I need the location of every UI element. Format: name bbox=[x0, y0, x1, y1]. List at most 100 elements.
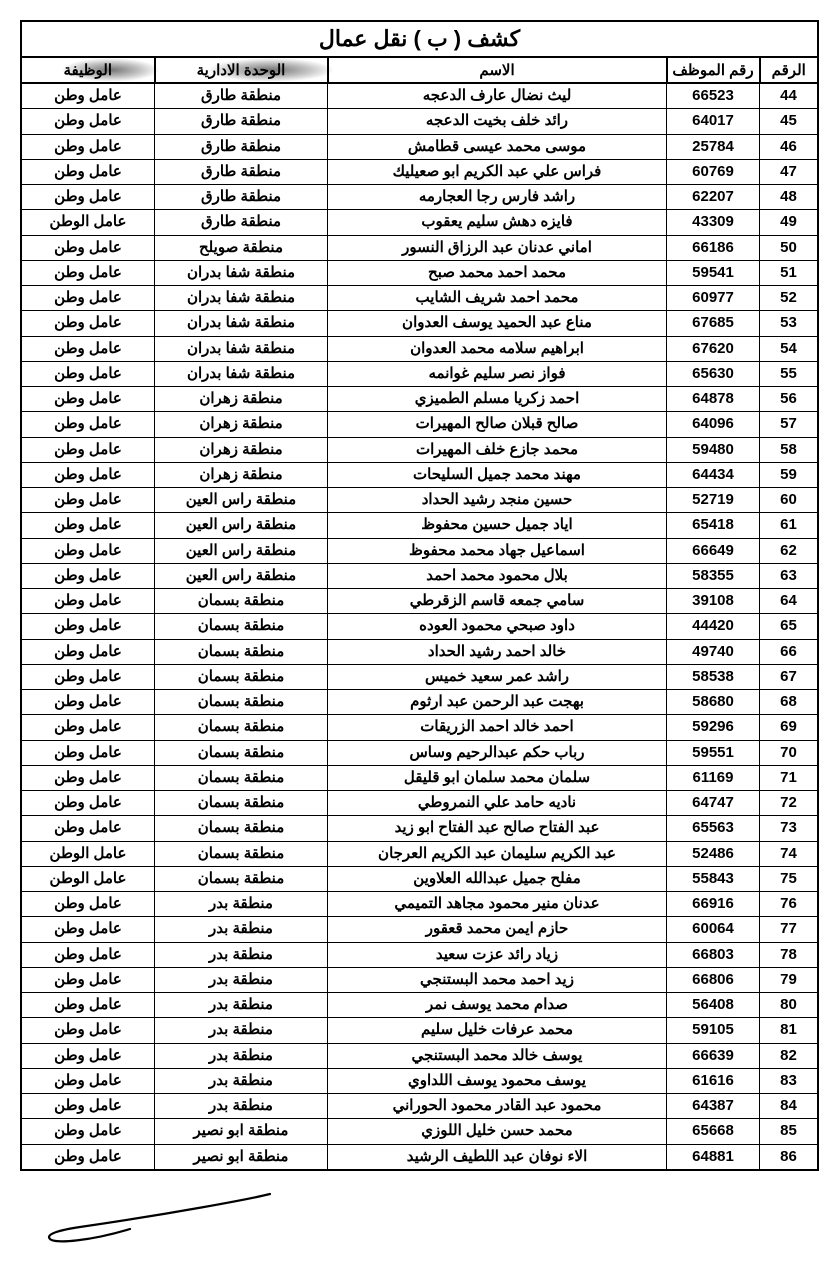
cell-index: 47 bbox=[760, 159, 819, 184]
cell-unit: منطقة بسمان bbox=[155, 589, 328, 614]
cell-employee: 66916 bbox=[667, 892, 760, 917]
table-row: 6266649اسماعيل جهاد محمد محفوظمنطقة راس … bbox=[21, 538, 818, 563]
cell-name: يوسف محمود يوسف اللداوي bbox=[328, 1068, 667, 1093]
cell-job: عامل وطن bbox=[21, 942, 155, 967]
cell-index: 79 bbox=[760, 967, 819, 992]
cell-index: 70 bbox=[760, 740, 819, 765]
cell-index: 77 bbox=[760, 917, 819, 942]
cell-index: 85 bbox=[760, 1119, 819, 1144]
cell-job: عامل وطن bbox=[21, 412, 155, 437]
table-row: 5764096صالح قبلان صالح المهيراتمنطقة زهر… bbox=[21, 412, 818, 437]
table-row: 7264747ناديه حامد علي النمروطيمنطقة بسما… bbox=[21, 791, 818, 816]
cell-unit: منطقة طارق bbox=[155, 185, 328, 210]
cell-employee: 59105 bbox=[667, 1018, 760, 1043]
cell-employee: 66186 bbox=[667, 235, 760, 260]
table-row: 8464387محمود عبد القادر محمود الحورانيمن… bbox=[21, 1094, 818, 1119]
cell-index: 65 bbox=[760, 614, 819, 639]
cell-name: ابراهيم سلامه محمد العدوان bbox=[328, 336, 667, 361]
cell-job: عامل وطن bbox=[21, 967, 155, 992]
cell-employee: 55843 bbox=[667, 866, 760, 891]
cell-unit: منطقة ابو نصير bbox=[155, 1144, 328, 1170]
table-row: 6165418اياد جميل حسين محفوظمنطقة راس الع… bbox=[21, 513, 818, 538]
cell-index: 69 bbox=[760, 715, 819, 740]
cell-employee: 64747 bbox=[667, 791, 760, 816]
cell-unit: منطقة بسمان bbox=[155, 690, 328, 715]
cell-unit: منطقة زهران bbox=[155, 462, 328, 487]
cell-name: فايزه دهش سليم يعقوب bbox=[328, 210, 667, 235]
cell-name: اسماعيل جهاد محمد محفوظ bbox=[328, 538, 667, 563]
cell-employee: 56408 bbox=[667, 993, 760, 1018]
cell-unit: منطقة زهران bbox=[155, 412, 328, 437]
cell-job: عامل وطن bbox=[21, 185, 155, 210]
cell-unit: منطقة صويلح bbox=[155, 235, 328, 260]
table-row: 6358355بلال محمود محمد احمدمنطقة راس الع… bbox=[21, 563, 818, 588]
cell-name: سامي جمعه قاسم الزقرطي bbox=[328, 589, 667, 614]
table-row: 5467620ابراهيم سلامه محمد العدوانمنطقة ش… bbox=[21, 336, 818, 361]
signature-icon bbox=[20, 1189, 280, 1259]
cell-name: فراس علي عبد الكريم ابو صعيليك bbox=[328, 159, 667, 184]
cell-index: 56 bbox=[760, 387, 819, 412]
table-row: 5664878احمد زكريا مسلم الطميزيمنطقة زهرا… bbox=[21, 387, 818, 412]
cell-employee: 52719 bbox=[667, 488, 760, 513]
cell-name: حسين منجد رشيد الحداد bbox=[328, 488, 667, 513]
table-row: 5367685مناع عبد الحميد يوسف العدوانمنطقة… bbox=[21, 311, 818, 336]
cell-job: عامل وطن bbox=[21, 513, 155, 538]
cell-unit: منطقة بدر bbox=[155, 1018, 328, 1043]
cell-unit: منطقة طارق bbox=[155, 159, 328, 184]
cell-unit: منطقة بدر bbox=[155, 942, 328, 967]
cell-index: 55 bbox=[760, 361, 819, 386]
cell-name: ليث نضال عارف الدعجه bbox=[328, 83, 667, 109]
cell-unit: منطقة بسمان bbox=[155, 765, 328, 790]
cell-index: 52 bbox=[760, 286, 819, 311]
cell-index: 44 bbox=[760, 83, 819, 109]
cell-employee: 43309 bbox=[667, 210, 760, 235]
cell-job: عامل وطن bbox=[21, 563, 155, 588]
col-header-name: الاسم bbox=[328, 57, 667, 83]
table-row: 7760064حازم ايمن محمد قعقورمنطقة بدرعامل… bbox=[21, 917, 818, 942]
cell-employee: 49740 bbox=[667, 639, 760, 664]
cell-name: بلال محمود محمد احمد bbox=[328, 563, 667, 588]
cell-name: رباب حكم عبدالرحيم وساس bbox=[328, 740, 667, 765]
cell-employee: 39108 bbox=[667, 589, 760, 614]
cell-index: 82 bbox=[760, 1043, 819, 1068]
cell-name: مناع عبد الحميد يوسف العدوان bbox=[328, 311, 667, 336]
cell-unit: منطقة بسمان bbox=[155, 614, 328, 639]
cell-name: يوسف خالد محمد البستنجي bbox=[328, 1043, 667, 1068]
cell-index: 60 bbox=[760, 488, 819, 513]
cell-employee: 59296 bbox=[667, 715, 760, 740]
table-row: 7866803زياد رائد عزت سعيدمنطقة بدرعامل و… bbox=[21, 942, 818, 967]
cell-employee: 67620 bbox=[667, 336, 760, 361]
cell-index: 59 bbox=[760, 462, 819, 487]
cell-job: عامل الوطن bbox=[21, 841, 155, 866]
cell-employee: 59541 bbox=[667, 260, 760, 285]
cell-name: عبد الكريم سليمان عبد الكريم العرجان bbox=[328, 841, 667, 866]
col-header-employee: رقم الموظف bbox=[667, 57, 760, 83]
table-row: 5859480محمد جازع خلف المهيراتمنطقة زهران… bbox=[21, 437, 818, 462]
cell-index: 73 bbox=[760, 816, 819, 841]
cell-name: محمد حسن خليل اللوزي bbox=[328, 1119, 667, 1144]
cell-name: محمد احمد شريف الشايب bbox=[328, 286, 667, 311]
cell-index: 45 bbox=[760, 109, 819, 134]
table-row: 7059551رباب حكم عبدالرحيم وساسمنطقة بسما… bbox=[21, 740, 818, 765]
cell-employee: 67685 bbox=[667, 311, 760, 336]
cell-job: عامل وطن bbox=[21, 437, 155, 462]
cell-unit: منطقة بسمان bbox=[155, 791, 328, 816]
cell-unit: منطقة بسمان bbox=[155, 639, 328, 664]
cell-employee: 60064 bbox=[667, 917, 760, 942]
cell-unit: منطقة بدر bbox=[155, 917, 328, 942]
cell-unit: منطقة زهران bbox=[155, 437, 328, 462]
cell-index: 57 bbox=[760, 412, 819, 437]
cell-index: 81 bbox=[760, 1018, 819, 1043]
cell-employee: 66523 bbox=[667, 83, 760, 109]
cell-name: حازم ايمن محمد قعقور bbox=[328, 917, 667, 942]
cell-name: زياد رائد عزت سعيد bbox=[328, 942, 667, 967]
cell-job: عامل وطن bbox=[21, 614, 155, 639]
cell-index: 80 bbox=[760, 993, 819, 1018]
table-row: 8266639يوسف خالد محمد البستنجيمنطقة بدرع… bbox=[21, 1043, 818, 1068]
cell-job: عامل وطن bbox=[21, 361, 155, 386]
table-row: 5565630فواز نصر سليم غوانمهمنطقة شفا بدر… bbox=[21, 361, 818, 386]
table-row: 5066186اماني عدنان عبد الرزاق النسورمنطق… bbox=[21, 235, 818, 260]
cell-employee: 58538 bbox=[667, 664, 760, 689]
cell-job: عامل وطن bbox=[21, 134, 155, 159]
cell-employee: 60977 bbox=[667, 286, 760, 311]
